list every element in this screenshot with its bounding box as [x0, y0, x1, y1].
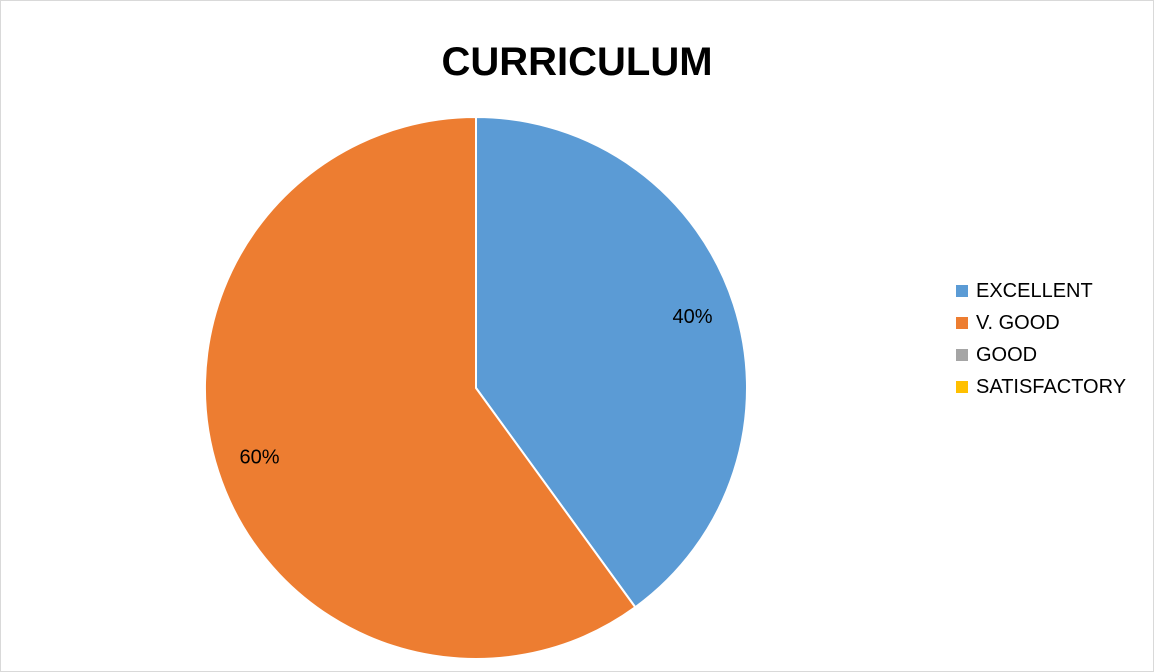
pie-slice-v-good	[204, 115, 637, 660]
data-label: 40%	[672, 306, 712, 328]
legend-swatch	[956, 317, 968, 329]
legend-item-v-good: V. GOOD	[956, 307, 1126, 339]
legend-swatch	[956, 349, 968, 361]
legend-swatch	[956, 381, 968, 393]
legend-label: GOOD	[976, 343, 1038, 366]
legend-label: EXCELLENT	[976, 279, 1093, 302]
data-label: 60%	[239, 447, 279, 469]
legend-label: V. GOOD	[976, 311, 1060, 334]
legend-item-satisfactory: SATISFACTORY	[956, 371, 1126, 403]
chart-legend: EXCELLENT V. GOOD GOOD SATISFACTORY	[956, 275, 1126, 403]
legend-label: SATISFACTORY	[976, 375, 1127, 398]
legend-swatch	[956, 285, 968, 297]
legend-item-good: GOOD	[956, 339, 1126, 371]
chart-title: CURRICULUM	[441, 40, 713, 84]
pie-slice-excellent	[475, 115, 748, 609]
legend-item-excellent: EXCELLENT	[956, 275, 1126, 307]
